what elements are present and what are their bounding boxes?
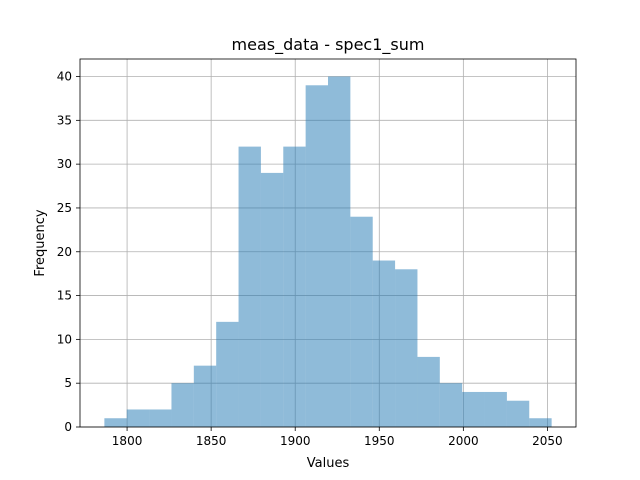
histogram-bar (104, 418, 127, 427)
x-tick-label: 2000 (448, 434, 479, 448)
chart-title: meas_data - spec1_sum (232, 35, 425, 55)
axes: 1800 1850 1900 1950 2000 2050 0 5 10 15 20 25 30 35 40 (57, 58, 577, 448)
histogram-bars (104, 76, 552, 428)
histogram-bar (462, 391, 485, 427)
y-tick-label: 35 (57, 113, 72, 127)
histogram-bar (529, 418, 552, 427)
y-tick-label: 30 (57, 157, 72, 171)
histogram-bar (417, 356, 440, 427)
histogram-bar (126, 409, 150, 427)
x-axis-label: Values (307, 456, 350, 471)
histogram-bar (216, 321, 239, 427)
x-tick-label: 1950 (364, 434, 395, 448)
histogram-bar (171, 383, 194, 427)
y-tick-label: 10 (57, 332, 72, 346)
x-tick-label: 2050 (532, 434, 563, 448)
histogram-bar (305, 85, 328, 428)
histogram-bar (506, 400, 530, 427)
y-tick-label: 5 (64, 376, 72, 390)
histogram-bar (283, 146, 306, 427)
histogram-bar (328, 76, 351, 428)
x-tick-label: 1900 (280, 434, 311, 448)
plot-frame (79, 58, 577, 428)
y-tick-label: 20 (57, 245, 72, 259)
y-tick-label: 40 (57, 70, 72, 84)
x-tick-label: 1850 (196, 434, 227, 448)
histogram-bar (350, 216, 373, 427)
histogram-bar (439, 383, 463, 427)
y-tick-label: 0 (64, 420, 72, 434)
histogram-bar (372, 260, 396, 427)
y-axis-label: Frequency (33, 209, 48, 276)
histogram-bar (484, 391, 507, 427)
x-tick-label: 1800 (112, 434, 143, 448)
histogram-bar (238, 146, 261, 427)
y-tick-label: 15 (57, 289, 72, 303)
histogram-bar (193, 365, 217, 427)
histogram-bar (395, 269, 418, 427)
histogram-bar (260, 172, 284, 427)
histogram-bar (149, 409, 172, 427)
y-tick-label: 25 (57, 201, 72, 215)
